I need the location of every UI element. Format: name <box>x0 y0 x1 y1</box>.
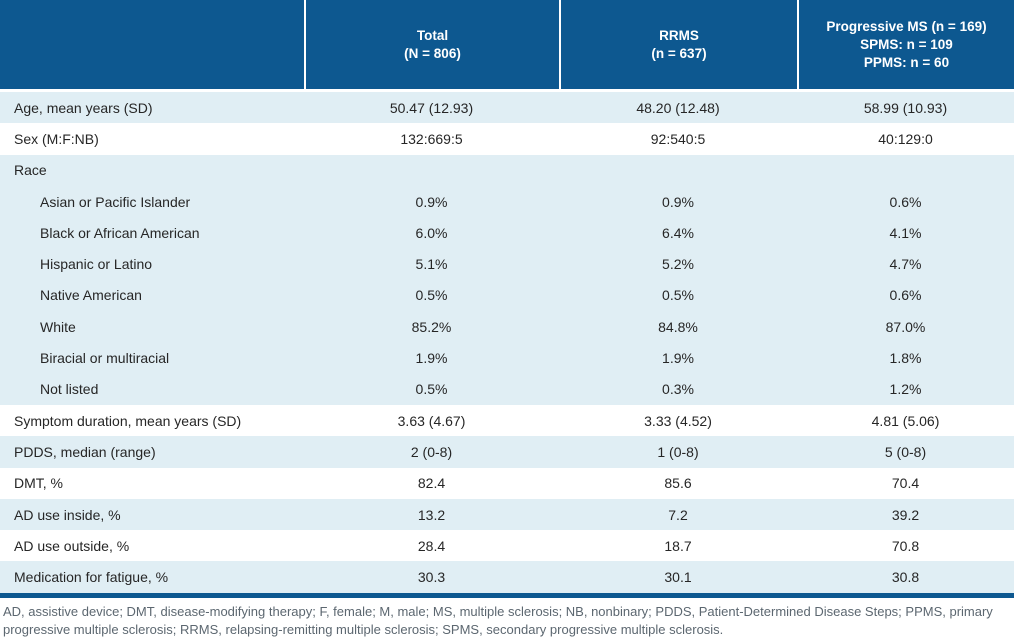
header-total-line1: Total <box>416 27 449 43</box>
value-rrms: 1.9% <box>662 350 694 367</box>
value-total: 2 (0-8) <box>410 443 453 460</box>
value-rrms: 48.20 (12.48) <box>636 99 720 116</box>
value-progressive: 4.81 (5.06) <box>871 412 940 429</box>
value-progressive: 87.0% <box>885 318 926 335</box>
value-total: 1.9% <box>415 350 448 367</box>
value-rrms: 0.3% <box>662 381 694 398</box>
value-total: 50.47 (12.93) <box>389 99 474 116</box>
header-total-line2: (N = 806) <box>404 45 461 61</box>
table-body: Age, mean years (SD) 50.47 (12.93) 48.20… <box>0 92 1014 593</box>
row-ad-use-outside: AD use outside, % 28.4 18.7 70.8 <box>0 530 1014 561</box>
value-progressive: 30.8 <box>891 569 920 586</box>
row-race: Race <box>0 154 1014 186</box>
row-label: DMT, % <box>14 475 63 492</box>
value-total: 0.5% <box>415 287 448 304</box>
value-progressive: 0.6% <box>889 287 922 304</box>
value-total: 82.4 <box>417 475 446 492</box>
value-rrms: 30.1 <box>664 569 692 586</box>
value-total: 6.0% <box>415 224 448 241</box>
header-empty-cell <box>0 0 304 89</box>
table-header-row: Total (N = 806) RRMS (n = 637) Progressi… <box>0 0 1014 92</box>
abbreviations-footnote: AD, assistive device; DMT, disease-modif… <box>3 603 993 637</box>
value-progressive: 40:129:0 <box>878 130 933 147</box>
value-total: 5.1% <box>415 256 448 273</box>
row-race-black-or-african-american: Black or African American 6.0% 6.4% 4.1% <box>0 217 1014 249</box>
table-bottom-rule <box>0 592 1014 598</box>
header-progressive-line2: SPMS: n = 109 <box>860 36 953 52</box>
value-progressive: 1.8% <box>889 350 922 367</box>
row-label: Hispanic or Latino <box>40 256 153 273</box>
value-progressive: 70.8 <box>891 537 920 554</box>
row-race-biracial-or-multiracial: Biracial or multiracial 1.9% 1.9% 1.8% <box>0 342 1014 374</box>
value-rrms: 5.2% <box>662 256 694 273</box>
value-total: 3.63 (4.67) <box>397 412 466 429</box>
row-dmt: DMT, % 82.4 85.6 70.4 <box>0 468 1014 499</box>
value-total: 85.2% <box>411 318 452 335</box>
value-total: 0.5% <box>415 381 448 398</box>
row-label: Native American <box>40 287 142 304</box>
row-race-hispanic-or-latino: Hispanic or Latino 5.1% 5.2% 4.7% <box>0 248 1014 280</box>
row-label: Black or African American <box>40 224 200 241</box>
row-label: Sex (M:F:NB) <box>14 130 99 147</box>
row-pdds: PDDS, median (range) 2 (0-8) 1 (0-8) 5 (… <box>0 436 1014 468</box>
value-total: 30.3 <box>417 569 446 586</box>
value-progressive: 70.4 <box>891 475 920 492</box>
value-progressive <box>797 155 1014 186</box>
value-total: 0.9% <box>415 193 448 210</box>
value-rrms: 7.2 <box>668 506 688 523</box>
header-rrms-line2: (n = 637) <box>651 45 707 61</box>
value-progressive: 4.7% <box>889 256 922 273</box>
row-age: Age, mean years (SD) 50.47 (12.93) 48.20… <box>0 92 1014 124</box>
row-label: Medication for fatigue, % <box>14 569 169 586</box>
value-progressive: 58.99 (10.93) <box>863 99 948 116</box>
row-race-asian-or-pacific-islander: Asian or Pacific Islander 0.9% 0.9% 0.6% <box>0 185 1014 218</box>
value-rrms: 6.4% <box>662 224 694 241</box>
row-label: White <box>40 318 76 335</box>
header-col-progressive: Progressive MS (n = 169) SPMS: n = 109 P… <box>797 0 1014 89</box>
header-col-total: Total (N = 806) <box>304 0 559 89</box>
value-rrms: 84.8% <box>658 318 698 335</box>
row-label: Biracial or multiracial <box>40 350 170 367</box>
row-label: Not listed <box>40 381 99 398</box>
row-label: AD use outside, % <box>14 537 130 554</box>
row-label: AD use inside, % <box>14 506 121 523</box>
value-rrms: 0.9% <box>662 193 694 210</box>
header-progressive-line1: Progressive MS (n = 169) <box>826 18 987 34</box>
row-label: Age, mean years (SD) <box>14 99 153 116</box>
header-rrms-line1: RRMS <box>659 27 699 43</box>
header-col-rrms: RRMS (n = 637) <box>559 0 797 89</box>
row-race-native-american: Native American 0.5% 0.5% 0.6% <box>0 279 1014 312</box>
row-medication-for-fatigue: Medication for fatigue, % 30.3 30.1 30.8 <box>0 561 1014 593</box>
value-rrms: 18.7 <box>664 537 692 554</box>
row-label: Asian or Pacific Islander <box>40 193 191 210</box>
value-progressive: 4.1% <box>889 224 922 241</box>
row-symptom-duration: Symptom duration, mean years (SD) 3.63 (… <box>0 405 1014 436</box>
row-race-not-listed: Not listed 0.5% 0.3% 1.2% <box>0 373 1014 405</box>
row-race-white: White 85.2% 84.8% 87.0% <box>0 311 1014 343</box>
value-rrms: 0.5% <box>662 287 694 304</box>
header-progressive-line3: PPMS: n = 60 <box>863 54 950 70</box>
row-label: PDDS, median (range) <box>14 443 156 460</box>
row-ad-use-inside: AD use inside, % 13.2 7.2 39.2 <box>0 498 1014 531</box>
value-rrms: 92:540:5 <box>650 130 706 147</box>
value-progressive: 5 (0-8) <box>884 443 927 460</box>
value-rrms: 85.6 <box>664 475 692 492</box>
row-label: Symptom duration, mean years (SD) <box>14 412 242 429</box>
value-rrms <box>559 155 797 186</box>
row-label: Race <box>14 162 47 179</box>
value-progressive: 1.2% <box>889 381 922 398</box>
value-progressive: 39.2 <box>891 506 920 523</box>
value-total: 132:669:5 <box>400 130 463 147</box>
value-rrms: 3.33 (4.52) <box>644 412 712 429</box>
value-total: 28.4 <box>417 537 446 554</box>
row-sex: Sex (M:F:NB) 132:669:5 92:540:5 40:129:0 <box>0 123 1014 154</box>
value-progressive: 0.6% <box>889 193 922 210</box>
value-total: 13.2 <box>417 506 446 523</box>
value-rrms: 1 (0-8) <box>657 443 699 460</box>
value-total <box>304 155 559 186</box>
